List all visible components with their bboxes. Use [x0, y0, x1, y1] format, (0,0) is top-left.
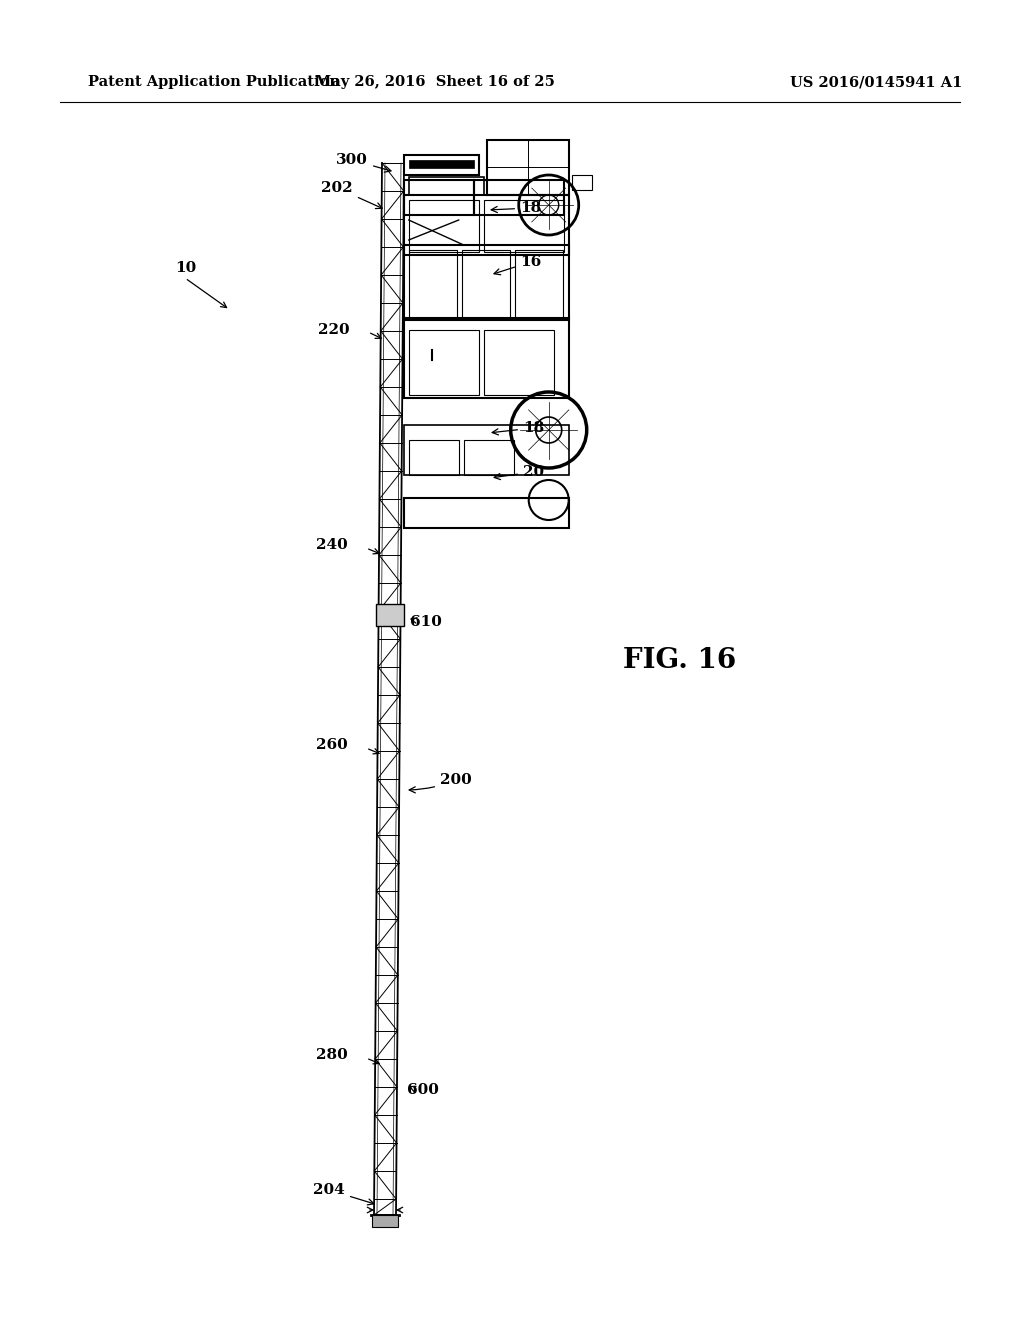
Bar — [409, 440, 459, 475]
Bar — [403, 318, 568, 399]
Bar — [409, 330, 478, 395]
Bar — [403, 425, 568, 475]
Text: 260: 260 — [316, 738, 348, 752]
Text: 18: 18 — [492, 201, 542, 215]
Bar — [403, 498, 568, 528]
Bar — [409, 201, 478, 252]
Text: 204: 204 — [313, 1183, 374, 1205]
Text: 600: 600 — [407, 1082, 439, 1097]
Text: 610: 610 — [410, 615, 442, 630]
Bar — [403, 246, 568, 319]
Text: 202: 202 — [322, 181, 382, 209]
Bar — [409, 249, 457, 318]
Bar — [486, 140, 568, 195]
Text: 16: 16 — [494, 255, 542, 275]
Bar — [403, 195, 568, 255]
Bar — [403, 180, 474, 215]
Text: 240: 240 — [316, 539, 348, 552]
Bar — [409, 160, 474, 168]
Text: 200: 200 — [410, 774, 472, 793]
Bar — [571, 176, 592, 190]
Bar — [474, 180, 564, 215]
Text: Patent Application Publication: Patent Application Publication — [88, 75, 340, 88]
Bar — [483, 330, 554, 395]
Bar — [515, 249, 563, 318]
Bar — [464, 440, 514, 475]
Text: 300: 300 — [336, 153, 391, 172]
Bar — [483, 201, 564, 252]
Text: 18: 18 — [493, 421, 544, 436]
Text: May 26, 2016  Sheet 16 of 25: May 26, 2016 Sheet 16 of 25 — [315, 75, 555, 88]
Text: FIG. 16: FIG. 16 — [624, 647, 736, 673]
Bar — [409, 177, 483, 195]
Bar — [403, 154, 478, 176]
Text: 20: 20 — [495, 465, 544, 479]
Text: 220: 220 — [318, 323, 350, 337]
Text: 10: 10 — [175, 261, 197, 275]
Bar — [372, 1214, 398, 1228]
Text: US 2016/0145941 A1: US 2016/0145941 A1 — [790, 75, 963, 88]
Text: 280: 280 — [316, 1048, 348, 1063]
Bar — [462, 249, 510, 318]
Bar — [376, 605, 403, 626]
